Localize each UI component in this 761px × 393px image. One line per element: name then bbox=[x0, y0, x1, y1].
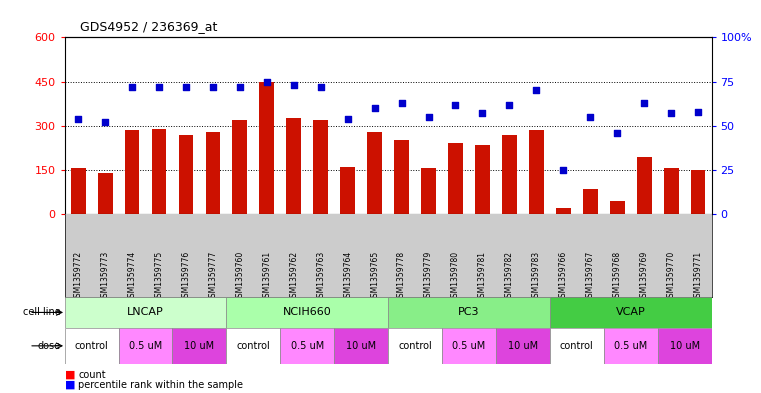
Text: 10 uM: 10 uM bbox=[508, 341, 538, 351]
Bar bbox=[550, 297, 712, 328]
Point bbox=[422, 114, 435, 120]
Bar bbox=[314, 120, 328, 214]
Bar bbox=[583, 189, 597, 214]
Text: control: control bbox=[560, 341, 594, 351]
Point bbox=[126, 84, 139, 90]
Bar bbox=[637, 157, 651, 214]
Bar bbox=[280, 328, 334, 364]
Bar bbox=[556, 208, 571, 214]
Bar bbox=[664, 169, 679, 214]
Text: cell line: cell line bbox=[23, 307, 61, 318]
Point bbox=[207, 84, 219, 90]
Bar bbox=[65, 328, 119, 364]
Bar bbox=[388, 297, 550, 328]
Bar bbox=[125, 130, 139, 214]
Bar bbox=[550, 328, 603, 364]
Point bbox=[234, 84, 246, 90]
Bar bbox=[610, 201, 625, 214]
Text: PC3: PC3 bbox=[458, 307, 479, 318]
Text: ■: ■ bbox=[65, 369, 75, 380]
Text: percentile rank within the sample: percentile rank within the sample bbox=[78, 380, 244, 390]
Bar bbox=[119, 328, 173, 364]
Text: 0.5 uM: 0.5 uM bbox=[129, 341, 162, 351]
Point bbox=[342, 116, 354, 122]
Point bbox=[584, 114, 597, 120]
Bar bbox=[232, 120, 247, 214]
Point bbox=[180, 84, 192, 90]
Point bbox=[476, 110, 489, 116]
Bar bbox=[442, 328, 496, 364]
Text: 10 uM: 10 uM bbox=[346, 341, 376, 351]
Bar bbox=[421, 169, 436, 214]
Bar bbox=[151, 129, 167, 214]
Bar bbox=[691, 170, 705, 214]
Text: 0.5 uM: 0.5 uM bbox=[452, 341, 486, 351]
Bar bbox=[496, 328, 550, 364]
Bar bbox=[227, 328, 280, 364]
Point bbox=[450, 101, 462, 108]
Point bbox=[288, 82, 300, 88]
Point bbox=[368, 105, 380, 111]
Point bbox=[153, 84, 165, 90]
Bar bbox=[179, 134, 193, 214]
Text: ■: ■ bbox=[65, 380, 75, 390]
Bar bbox=[286, 118, 301, 214]
Point bbox=[503, 101, 515, 108]
Bar bbox=[173, 328, 227, 364]
Text: 10 uM: 10 uM bbox=[184, 341, 215, 351]
Point bbox=[396, 99, 408, 106]
Bar bbox=[658, 328, 712, 364]
Point bbox=[611, 130, 623, 136]
Point bbox=[72, 116, 84, 122]
Bar bbox=[334, 328, 388, 364]
Text: LNCAP: LNCAP bbox=[127, 307, 164, 318]
Bar bbox=[97, 173, 113, 214]
Bar bbox=[260, 82, 274, 214]
Text: 0.5 uM: 0.5 uM bbox=[291, 341, 324, 351]
Bar bbox=[368, 132, 382, 214]
Bar bbox=[603, 328, 658, 364]
Text: count: count bbox=[78, 369, 106, 380]
Text: GDS4952 / 236369_at: GDS4952 / 236369_at bbox=[80, 20, 218, 33]
Bar bbox=[71, 169, 85, 214]
Bar bbox=[475, 145, 490, 214]
Point bbox=[530, 87, 543, 94]
Point bbox=[665, 110, 677, 116]
Point bbox=[261, 79, 273, 85]
Text: dose: dose bbox=[38, 341, 61, 351]
Bar bbox=[65, 297, 227, 328]
Point bbox=[557, 167, 569, 173]
Bar bbox=[340, 167, 355, 214]
Text: 10 uM: 10 uM bbox=[670, 341, 699, 351]
Bar bbox=[448, 143, 463, 214]
Point bbox=[692, 108, 704, 115]
Text: NCIH660: NCIH660 bbox=[283, 307, 332, 318]
Text: control: control bbox=[398, 341, 432, 351]
Bar bbox=[394, 140, 409, 214]
Bar bbox=[529, 130, 544, 214]
Text: 0.5 uM: 0.5 uM bbox=[614, 341, 648, 351]
Point bbox=[99, 119, 111, 125]
Bar bbox=[502, 134, 517, 214]
Bar bbox=[227, 297, 388, 328]
Bar bbox=[205, 132, 221, 214]
Text: VCAP: VCAP bbox=[616, 307, 645, 318]
Point bbox=[314, 84, 326, 90]
Point bbox=[638, 99, 650, 106]
Text: control: control bbox=[75, 341, 109, 351]
Text: control: control bbox=[237, 341, 270, 351]
Bar bbox=[388, 328, 442, 364]
